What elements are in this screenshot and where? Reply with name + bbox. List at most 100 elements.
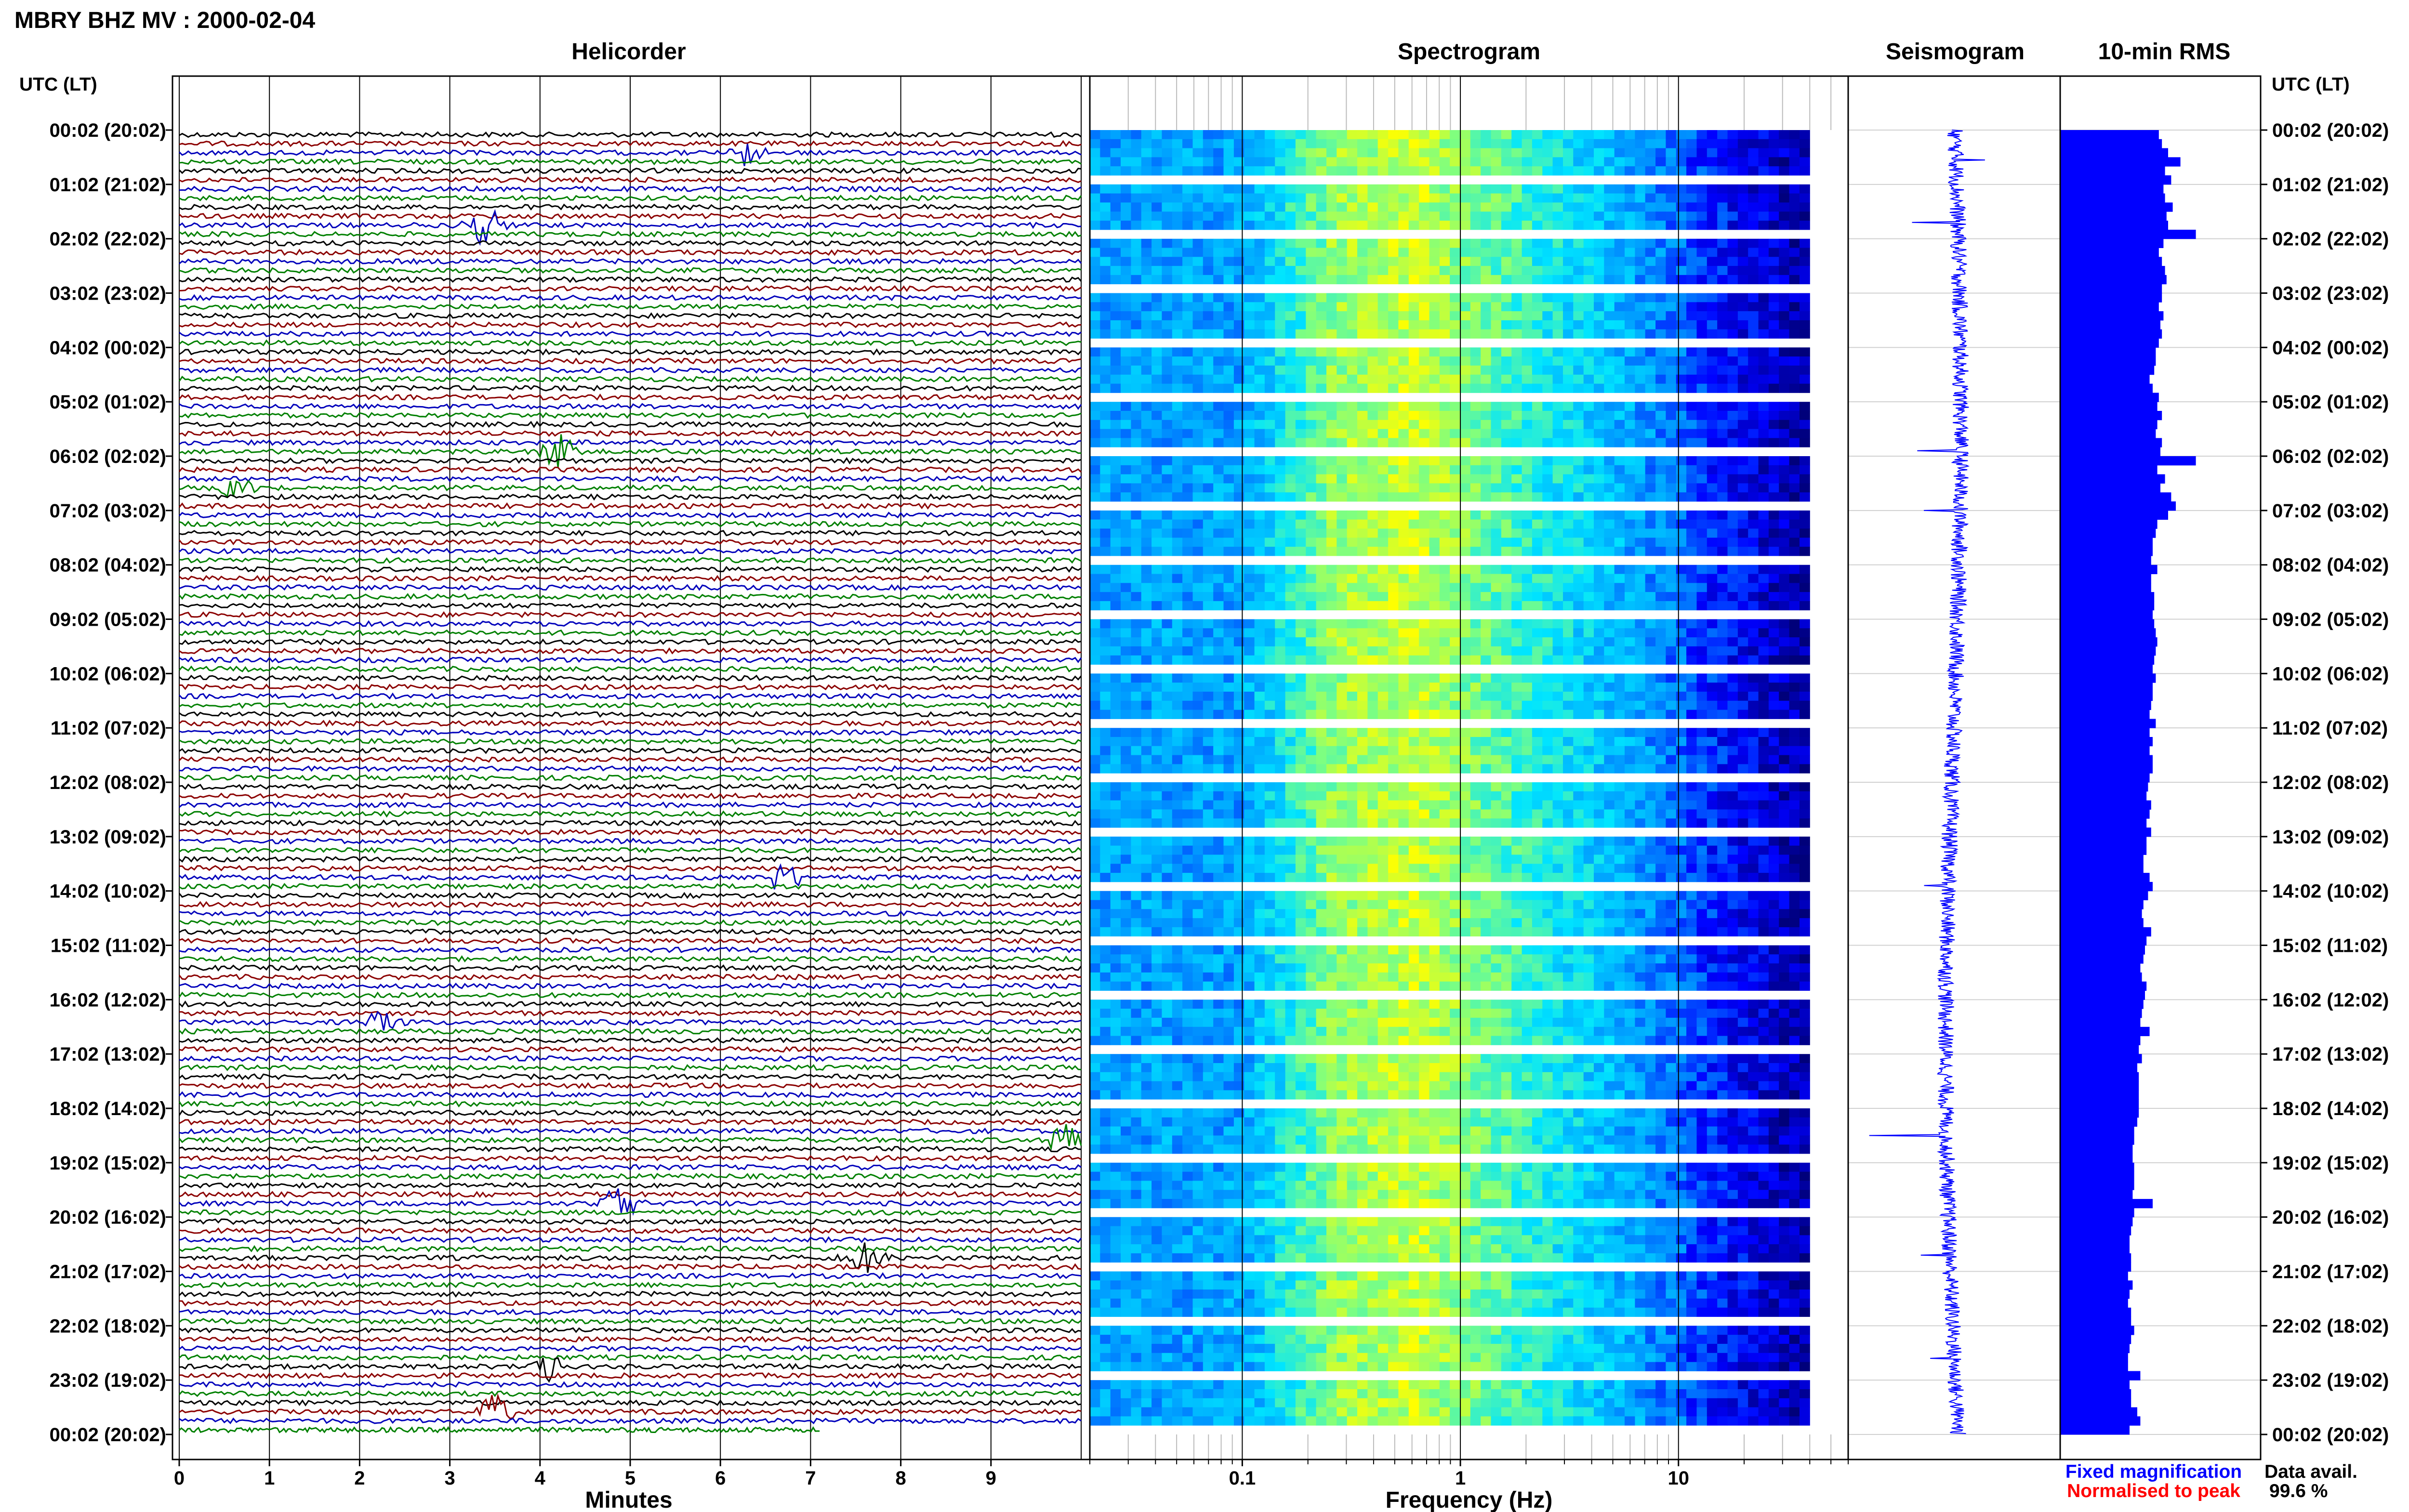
spectrogram-cell xyxy=(1573,483,1584,493)
spectrogram-cell xyxy=(1152,673,1162,683)
spectrogram-cell xyxy=(1316,429,1327,438)
spectrogram-cell xyxy=(1162,293,1173,302)
spectrogram-cell xyxy=(1450,429,1460,438)
spectrogram-cell xyxy=(1635,755,1646,764)
spectrogram-cell xyxy=(1583,356,1594,366)
spectrogram-cell xyxy=(1552,275,1563,285)
spectrogram-cell xyxy=(1655,130,1666,140)
spectrogram-cell xyxy=(1377,311,1389,321)
spectrogram-cell xyxy=(1264,474,1275,484)
spectrogram-cell xyxy=(1326,320,1337,330)
spectrogram-cell xyxy=(1152,855,1162,864)
spectrogram-cell xyxy=(1203,818,1214,828)
spectrogram-cell xyxy=(1789,456,1800,466)
spectrogram-cell xyxy=(1532,483,1543,493)
spectrogram-cell xyxy=(1686,818,1697,828)
spectrogram-cell xyxy=(1573,411,1584,421)
spectrogram-cell xyxy=(1172,710,1183,719)
spectrogram-cell xyxy=(1306,818,1317,828)
spectrogram-cell xyxy=(1511,356,1522,366)
spectrogram-cell xyxy=(1748,266,1759,276)
spectrogram-cell xyxy=(1491,329,1502,339)
spectrogram-cell xyxy=(1110,356,1121,366)
spectrogram-cell xyxy=(1192,474,1204,484)
spectrogram-cell xyxy=(1481,691,1492,701)
spectrogram-cell xyxy=(1408,139,1419,148)
spectrogram-cell xyxy=(1295,411,1306,421)
spectrogram-cell xyxy=(1655,700,1666,710)
spectrogram-cell xyxy=(1522,311,1533,321)
spectrogram-cell xyxy=(1388,746,1399,755)
spectrogram-cell xyxy=(1717,755,1728,764)
spectrogram-cell xyxy=(1326,737,1337,747)
spectrogram-cell xyxy=(1563,845,1574,855)
spectrogram-cell xyxy=(1768,782,1779,792)
spectrogram-cell xyxy=(1666,691,1677,701)
spectrogram-cell xyxy=(1172,691,1183,701)
spectrogram-cell xyxy=(1532,601,1543,611)
helicorder-trace xyxy=(179,312,1082,319)
spectrogram-cell xyxy=(1737,221,1748,230)
spectrogram-cell xyxy=(1511,320,1522,330)
spectrogram-cell xyxy=(1470,221,1481,230)
spectrogram-cell xyxy=(1121,845,1131,855)
spectrogram-cell xyxy=(1192,673,1204,683)
spectrogram-cell xyxy=(1254,184,1265,194)
spectrogram-cell xyxy=(1398,474,1409,484)
spectrogram-cell xyxy=(1162,474,1173,484)
helicorder-trace xyxy=(179,846,1082,854)
spectrogram-cell xyxy=(1635,356,1646,366)
spectrogram-cell xyxy=(1213,755,1224,764)
spectrogram-cell xyxy=(1388,130,1399,140)
spectrogram-cell xyxy=(1254,130,1265,140)
spectrogram-cell xyxy=(1367,238,1378,248)
spectrogram-cell xyxy=(1594,646,1604,656)
spectrogram-cell xyxy=(1244,601,1255,611)
spectrogram-cell xyxy=(1594,420,1604,429)
spectrogram-cell xyxy=(1614,420,1625,429)
spectrogram-cell xyxy=(1552,755,1563,764)
spectrogram-cell xyxy=(1594,166,1604,176)
spectrogram-cell xyxy=(1573,275,1584,285)
spectrogram-cell xyxy=(1707,637,1718,647)
spectrogram-cell xyxy=(1768,202,1779,212)
spectrogram-cell xyxy=(1192,193,1204,203)
spectrogram-cell xyxy=(1213,764,1224,774)
spectrogram-cell xyxy=(1419,510,1430,520)
spectrogram-cell xyxy=(1563,456,1574,466)
spectrogram-cell xyxy=(1439,737,1450,747)
spectrogram-cell xyxy=(1491,746,1502,755)
spectrogram-cell xyxy=(1203,411,1214,421)
spectrogram-cell xyxy=(1233,601,1244,611)
spectrogram-cell xyxy=(1110,329,1121,339)
spectrogram-cell xyxy=(1696,429,1707,438)
helicorder-trace xyxy=(179,928,1082,935)
spectrogram-cell xyxy=(1090,383,1100,393)
spectrogram-cell xyxy=(1439,275,1450,285)
helicorder-trace xyxy=(179,1127,1082,1135)
spectrogram-cell xyxy=(1172,637,1183,647)
spectrogram-cell xyxy=(1789,184,1800,194)
spectrogram-cell xyxy=(1141,221,1152,230)
spectrogram-cell xyxy=(1666,510,1677,520)
spectrogram-cell xyxy=(1254,474,1265,484)
spectrogram-cell xyxy=(1295,347,1306,357)
spectrogram-cell xyxy=(1625,320,1635,330)
spectrogram-cell xyxy=(1408,311,1419,321)
spectrogram-cell xyxy=(1131,836,1142,846)
spectrogram-cell xyxy=(1398,764,1409,774)
spectrogram-cell xyxy=(1388,465,1399,474)
spectrogram-cell xyxy=(1737,565,1748,574)
spectrogram-cell xyxy=(1254,737,1265,747)
spectrogram-cell xyxy=(1419,411,1430,421)
spectrogram-cell xyxy=(1182,836,1193,846)
spectrogram-cell xyxy=(1357,864,1368,873)
spectrogram-cell xyxy=(1768,538,1779,547)
spectrogram-cell xyxy=(1162,311,1173,321)
spectrogram-cell xyxy=(1172,211,1183,221)
spectrogram-cell xyxy=(1213,438,1224,447)
spectrogram-cell xyxy=(1357,655,1368,665)
spectrogram-cell xyxy=(1481,574,1492,583)
spectrogram-cell xyxy=(1090,429,1100,438)
spectrogram-cell xyxy=(1213,365,1224,375)
